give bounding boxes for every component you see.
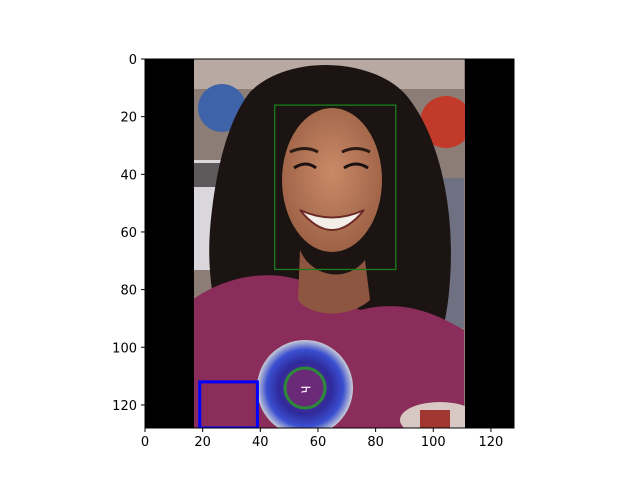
background-red-blob (420, 96, 465, 148)
green-bounding-box (274, 104, 397, 271)
y-tick-label: 120 (112, 399, 137, 414)
x-tick-label: 0 (141, 435, 149, 450)
y-tick-label: 80 (120, 284, 137, 299)
neck (298, 250, 370, 314)
svg-text:ᠴ: ᠴ (299, 381, 311, 397)
smile (299, 209, 365, 231)
x-tick-label: 100 (421, 435, 446, 450)
x-tick-label: 60 (310, 435, 327, 450)
rosette-badge: ᠴ (257, 340, 353, 428)
eyebrows (289, 147, 371, 154)
x-axis-ticks: 0 20 40 60 80 100 120 (141, 428, 503, 450)
y-tick-label: 0 (129, 53, 137, 68)
blue-bounding-box (198, 380, 259, 428)
y-tick-label: 20 (120, 111, 137, 126)
y-axis-ticks: 0 20 40 60 80 100 120 (112, 53, 145, 414)
y-tick-label: 100 (112, 341, 137, 356)
axes-frame (144, 58, 515, 429)
x-tick-label: 40 (252, 435, 269, 450)
y-tick-label: 60 (120, 226, 137, 241)
photo: ᠴ (194, 59, 465, 428)
x-tick-label: 80 (367, 435, 384, 450)
bottom-right-red-strip (420, 410, 450, 428)
y-tick-label: 40 (120, 168, 137, 183)
x-tick-label: 120 (479, 435, 504, 450)
eyes (293, 162, 369, 170)
x-tick-label: 20 (194, 435, 211, 450)
image-axes: ᠴ (145, 59, 514, 428)
